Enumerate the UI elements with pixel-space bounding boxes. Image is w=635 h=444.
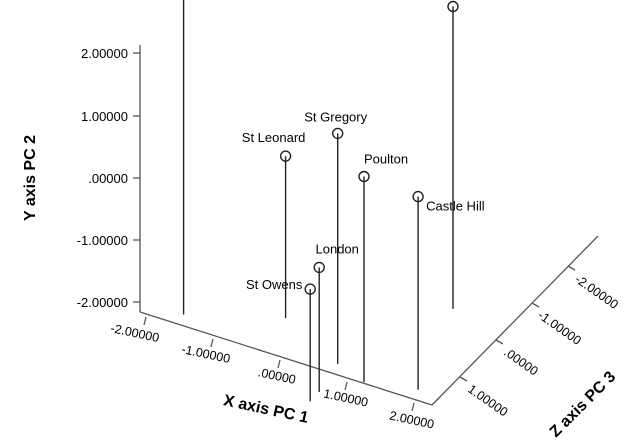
data-point-marker [358,170,370,183]
x-tick-label: -1.00000 [180,342,231,366]
data-point-marker [304,283,316,295]
z-tick [531,302,540,308]
data-points: BallumbieLinenhallSt GregoryPoultonCastl… [182,0,485,402]
z-tick [567,265,576,271]
data-point-label: St Gregory [304,109,367,124]
x-tick-label: .00000 [257,365,297,387]
data-point-marker [332,127,344,140]
x-tick-label: 1.00000 [322,387,369,410]
z-tick-label: -2.00000 [572,272,620,312]
y-tick-label: -2.00000 [77,295,128,310]
z-axis-title: Z axis PC 3 [547,368,619,440]
y-ticks: 2.00000 1.00000 .00000 -1.00000 -2.00000 [77,46,140,310]
x-tick [210,338,214,348]
data-point-label: St Leonard [242,130,306,145]
data-point-label: London [316,241,359,256]
x-tick [411,402,415,412]
x-axis-title: X axis PC 1 [222,392,310,427]
data-point-label: Castle Hill [426,199,485,214]
x-tick [344,381,348,391]
x-tick-label: -2.00000 [109,321,160,345]
data-point-marker [313,261,325,274]
data-point-marker [412,190,424,203]
x-tick [277,359,281,369]
x-axis-line [139,311,433,406]
x-tick-label: 2.00000 [388,409,435,432]
z-tick-label: -1.00000 [535,308,583,348]
z-tick [495,339,504,345]
data-point-marker [447,0,459,13]
data-point-marker [279,150,292,162]
y-tick-label: .00000 [88,171,128,186]
data-point-label: Poulton [364,152,408,167]
y-tick-label: 2.00000 [81,46,128,61]
data-point-label: St Owens [246,277,303,292]
z-tick-label: .00000 [501,345,540,378]
y-tick-label: -1.00000 [77,233,128,248]
z-tick-label: 1.00000 [465,382,510,419]
x-tick [143,316,147,326]
y-tick-label: 1.00000 [81,109,128,124]
y-axis-title: Y axis PC 2 [22,135,39,221]
z-tick [459,376,468,382]
z-axis-line [431,235,599,406]
